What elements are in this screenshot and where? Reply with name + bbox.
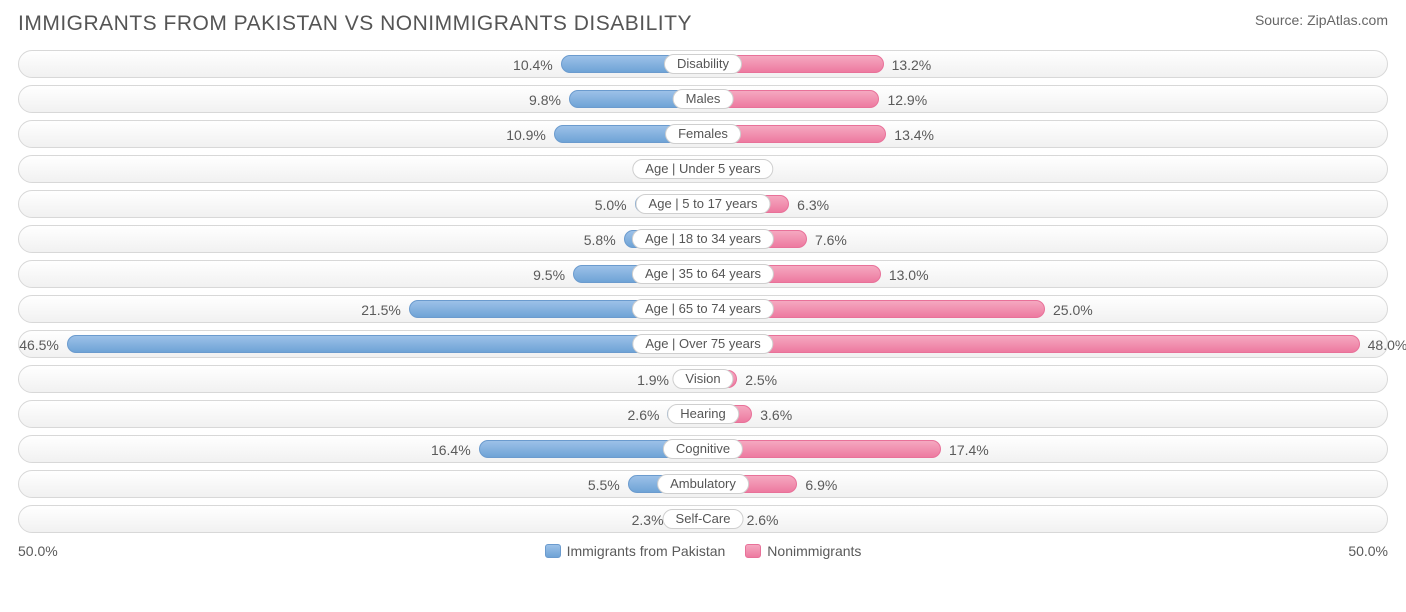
- category-label: Age | 35 to 64 years: [632, 264, 774, 284]
- chart-row: 5.8% 7.6% Age | 18 to 34 years: [18, 225, 1388, 253]
- chart-row: 2.3%2.6%Self-Care: [18, 505, 1388, 533]
- category-label: Age | 65 to 74 years: [632, 299, 774, 319]
- chart-row: 5.5% 6.9% Ambulatory: [18, 470, 1388, 498]
- category-label: Ambulatory: [657, 474, 749, 494]
- chart-row: 10.4% 13.2% Disability: [18, 50, 1388, 78]
- value-left: 46.5%: [19, 331, 67, 359]
- value-left: 10.9%: [506, 121, 554, 149]
- category-label: Hearing: [667, 404, 739, 424]
- value-right: 6.3%: [789, 191, 829, 219]
- value-right: 48.0%: [1360, 331, 1406, 359]
- chart-row: 10.9% 13.4% Females: [18, 120, 1388, 148]
- source-attribution: Source: ZipAtlas.com: [1255, 12, 1388, 28]
- value-right: 13.0%: [881, 261, 929, 289]
- diverging-bar-chart: 10.4%13.2%Disability9.8%12.9%Males10.9%1…: [18, 50, 1388, 533]
- chart-row: 16.4% 17.4% Cognitive: [18, 435, 1388, 463]
- category-label: Cognitive: [663, 439, 743, 459]
- legend: Immigrants from Pakistan Nonimmigrants: [545, 543, 862, 559]
- value-left: 9.8%: [529, 86, 569, 114]
- value-right: 6.9%: [797, 471, 837, 499]
- value-left: 16.4%: [431, 436, 479, 464]
- category-label: Age | Over 75 years: [632, 334, 773, 354]
- category-label: Disability: [664, 54, 742, 74]
- header: IMMIGRANTS FROM PAKISTAN VS NONIMMIGRANT…: [18, 12, 1388, 36]
- value-left: 1.9%: [637, 366, 677, 394]
- value-right: 2.6%: [739, 506, 779, 534]
- legend-item-left: Immigrants from Pakistan: [545, 543, 726, 559]
- value-right: 3.6%: [752, 401, 792, 429]
- value-right: 7.6%: [807, 226, 847, 254]
- axis-max-left: 50.0%: [18, 543, 58, 559]
- value-right: 17.4%: [941, 436, 989, 464]
- category-label: Females: [665, 124, 741, 144]
- chart-row: 5.0% 6.3% Age | 5 to 17 years: [18, 190, 1388, 218]
- legend-item-right: Nonimmigrants: [745, 543, 861, 559]
- category-label: Vision: [672, 369, 733, 389]
- bar-right: [703, 335, 1360, 353]
- value-left: 5.0%: [595, 191, 635, 219]
- category-label: Age | 18 to 34 years: [632, 229, 774, 249]
- value-right: 25.0%: [1045, 296, 1093, 324]
- value-right: 2.5%: [737, 366, 777, 394]
- chart-row: 2.6% 3.6% Hearing: [18, 400, 1388, 428]
- chart-row: 46.5%48.0%Age | Over 75 years: [18, 330, 1388, 358]
- category-label: Age | 5 to 17 years: [636, 194, 771, 214]
- chart-row: 9.5% 13.0% Age | 35 to 64 years: [18, 260, 1388, 288]
- value-right: 13.2%: [884, 51, 932, 79]
- value-left: 9.5%: [533, 261, 573, 289]
- bar-left: [67, 335, 703, 353]
- legend-swatch-pink: [745, 544, 761, 558]
- value-left: 21.5%: [361, 296, 409, 324]
- legend-label-left: Immigrants from Pakistan: [567, 543, 726, 559]
- value-left: 5.5%: [588, 471, 628, 499]
- chart-footer: 50.0% Immigrants from Pakistan Nonimmigr…: [18, 540, 1388, 562]
- value-right: 13.4%: [886, 121, 934, 149]
- value-left: 2.6%: [628, 401, 668, 429]
- legend-swatch-blue: [545, 544, 561, 558]
- chart-row: 21.5% 25.0% Age | 65 to 74 years: [18, 295, 1388, 323]
- category-label: Self-Care: [663, 509, 744, 529]
- legend-label-right: Nonimmigrants: [767, 543, 861, 559]
- chart-row: 1.9% 2.5%Vision: [18, 365, 1388, 393]
- category-label: Age | Under 5 years: [632, 159, 773, 179]
- chart-title: IMMIGRANTS FROM PAKISTAN VS NONIMMIGRANT…: [18, 12, 692, 36]
- chart-row: 9.8% 12.9% Males: [18, 85, 1388, 113]
- value-left: 5.8%: [584, 226, 624, 254]
- category-label: Males: [673, 89, 734, 109]
- axis-max-right: 50.0%: [1348, 543, 1388, 559]
- chart-row: 1.1%1.6%Age | Under 5 years: [18, 155, 1388, 183]
- value-right: 12.9%: [879, 86, 927, 114]
- value-left: 10.4%: [513, 51, 561, 79]
